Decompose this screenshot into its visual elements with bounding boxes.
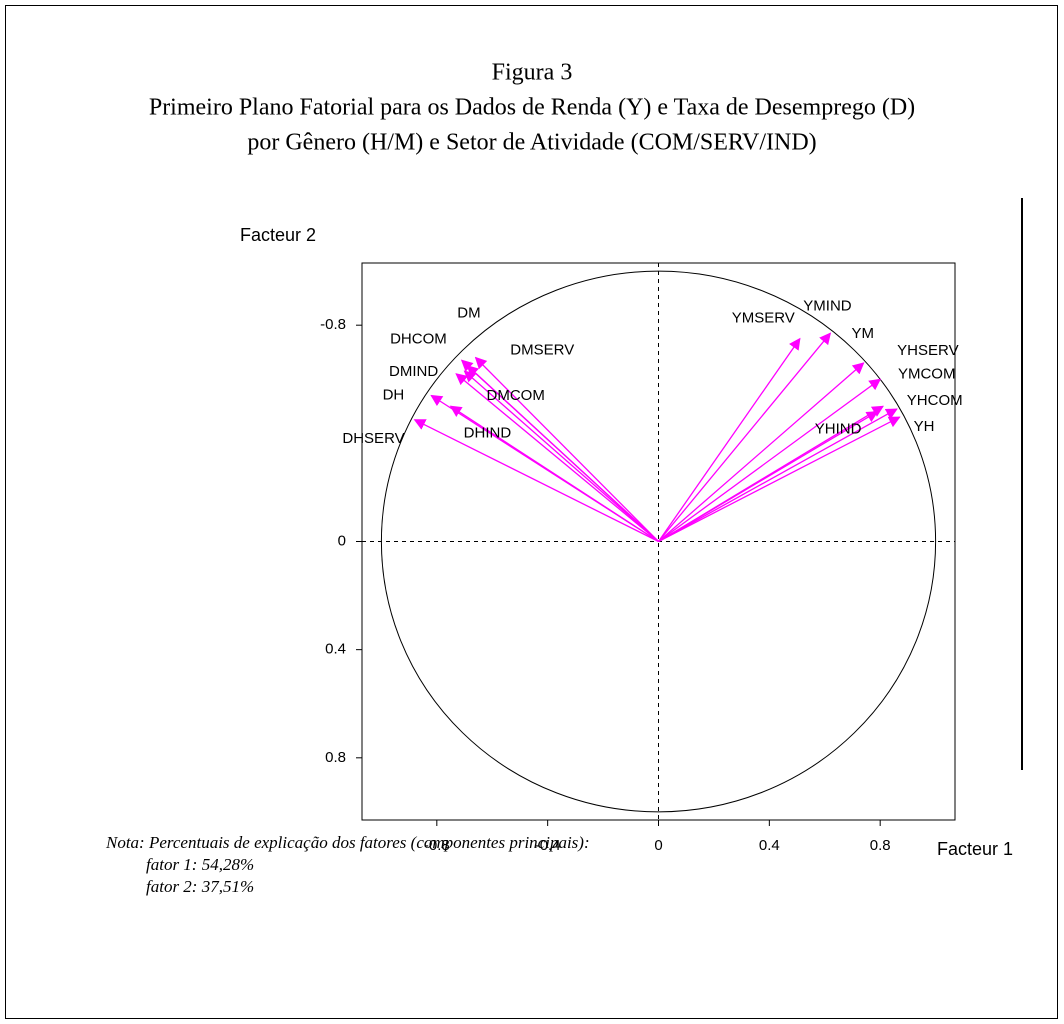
x-tick-label: -0.8 <box>424 837 450 854</box>
vector <box>657 332 832 542</box>
vector <box>657 337 801 542</box>
vector-label: DMIND <box>389 363 438 380</box>
y-tick-label: 0.8 <box>325 749 346 766</box>
correlation-circle <box>380 270 937 813</box>
vector-label: YH <box>914 418 935 435</box>
note: Nota: Percentuais de explicação dos fato… <box>105 833 590 852</box>
vector <box>658 416 901 543</box>
chart-title: Figura 3 <box>492 60 573 86</box>
vector-label: YM <box>852 325 875 342</box>
vector <box>466 364 659 542</box>
vector-label: YMIND <box>803 297 852 314</box>
y-tick-label: 0.4 <box>325 641 346 658</box>
x-tick-label: 0 <box>654 837 662 854</box>
vector <box>658 408 898 543</box>
note: fator 1: 54,28% <box>146 855 254 874</box>
vector <box>658 362 865 542</box>
note: fator 2: 37,51% <box>146 877 254 896</box>
vector-label: DH <box>383 386 405 403</box>
vector <box>413 419 659 543</box>
vector-label: DM <box>457 305 480 322</box>
x-axis-label: Facteur 1 <box>937 839 1013 859</box>
x-tick-label: 0.8 <box>870 837 891 854</box>
vector-label: YHSERV <box>897 342 958 359</box>
vector <box>658 411 879 543</box>
vector <box>449 405 659 543</box>
y-tick-label: -0.8 <box>320 316 346 333</box>
vector-label: DMSERV <box>510 342 574 359</box>
vector-label: YHIND <box>815 421 862 438</box>
vector-label: YMSERV <box>732 310 795 327</box>
vector-label: DMCOM <box>487 387 545 404</box>
x-tick-label: -0.4 <box>535 837 561 854</box>
frame <box>5 5 1058 1019</box>
vector <box>463 370 659 542</box>
vector <box>658 378 882 543</box>
x-tick-label: 0.4 <box>759 837 780 854</box>
vector <box>455 373 659 543</box>
vector-label: DHCOM <box>390 330 447 347</box>
vector-label: YHCOM <box>907 392 963 409</box>
vector-label: DHIND <box>464 424 512 441</box>
chart-subtitle: por Gênero (H/M) e Setor de Atividade (C… <box>247 130 816 156</box>
y-tick-label: 0 <box>338 532 346 549</box>
vector-label: DHSERV <box>342 430 404 447</box>
vector <box>474 356 659 542</box>
y-axis-label: Facteur 2 <box>240 225 316 245</box>
vector-label: YMCOM <box>898 365 956 382</box>
chart-subtitle: Primeiro Plano Fatorial para os Dados de… <box>149 95 915 121</box>
